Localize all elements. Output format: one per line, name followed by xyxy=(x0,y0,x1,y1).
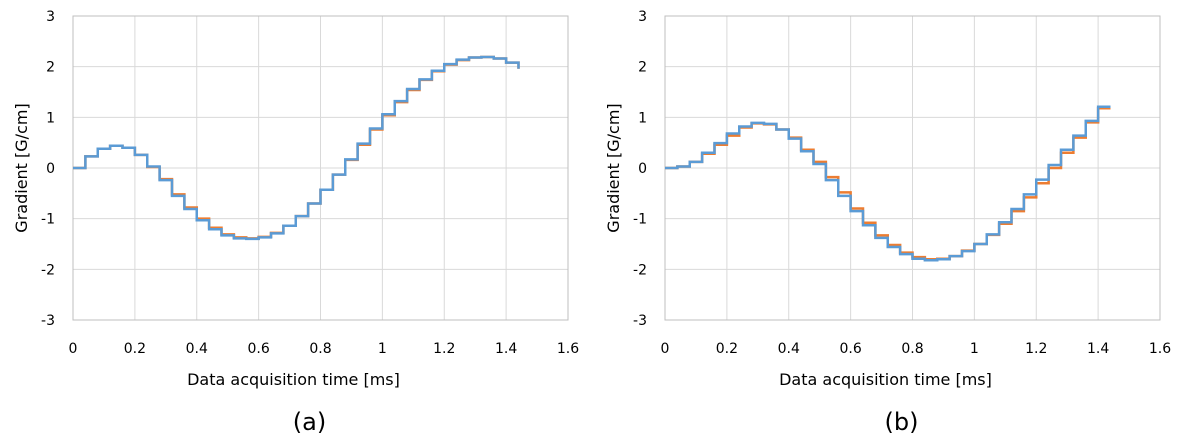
y-tick-label: 3 xyxy=(46,9,55,25)
x-tick-label: 1.2 xyxy=(433,341,455,357)
x-tick-label: 0.4 xyxy=(778,341,800,357)
y-tick-label: -1 xyxy=(41,212,55,228)
y-tick-label: 0 xyxy=(46,161,55,177)
x-axis-title: Data acquisition time [ms] xyxy=(779,370,992,389)
y-tick-label: 0 xyxy=(638,161,647,177)
x-tick-label: 0.6 xyxy=(247,341,269,357)
panel-label: (b) xyxy=(885,408,919,436)
x-tick-label: 1.6 xyxy=(557,341,579,357)
y-tick-label: 2 xyxy=(638,60,647,76)
x-tick-label: 0.8 xyxy=(901,341,923,357)
x-tick-label: 0.8 xyxy=(309,341,331,357)
y-tick-label: -3 xyxy=(41,313,55,329)
chart-panel-0: 0 0.2 0.4 0.6 0.8 1 1.2 1.4 1.6 3 2 1 0 -1 -2 -3 Data ac… xyxy=(12,9,579,436)
panel-label: (a) xyxy=(293,408,326,436)
series-line-measured xyxy=(73,55,520,241)
x-tick-label: 1.4 xyxy=(1087,341,1109,357)
y-tick-label: 1 xyxy=(46,110,55,126)
x-tick-label: 1 xyxy=(378,341,387,357)
x-tick-label: 1 xyxy=(970,341,979,357)
y-tick-label: -3 xyxy=(633,313,647,329)
x-tick-label: 0 xyxy=(69,341,78,357)
series-line-reference xyxy=(665,106,1111,261)
x-tick-label: 0.4 xyxy=(186,341,208,357)
x-tick-label: 1.2 xyxy=(1025,341,1047,357)
y-tick-label: -2 xyxy=(41,262,55,278)
x-tick-label: 1.6 xyxy=(1149,341,1171,357)
y-tick-label: 3 xyxy=(638,9,647,25)
x-tick-label: 1.4 xyxy=(495,341,517,357)
y-tick-label: -2 xyxy=(633,262,647,278)
x-tick-label: 0.6 xyxy=(839,341,861,357)
y-axis-title: Gradient [G/cm] xyxy=(604,103,623,232)
y-tick-label: -1 xyxy=(633,212,647,228)
x-tick-label: 0.2 xyxy=(716,341,738,357)
x-tick-label: 0.2 xyxy=(124,341,146,357)
y-axis-title: Gradient [G/cm] xyxy=(12,103,31,232)
x-tick-label: 0 xyxy=(661,341,670,357)
y-tick-label: 2 xyxy=(46,60,55,76)
chart-panel-1: 0 0.2 0.4 0.6 0.8 1 1.2 1.4 1.6 3 2 1 0 -1 -2 -3 Data ac… xyxy=(604,9,1171,436)
series-line-measured xyxy=(665,105,1111,262)
x-axis-title: Data acquisition time [ms] xyxy=(187,370,400,389)
y-tick-label: 1 xyxy=(638,110,647,126)
series-line-reference xyxy=(73,55,520,240)
